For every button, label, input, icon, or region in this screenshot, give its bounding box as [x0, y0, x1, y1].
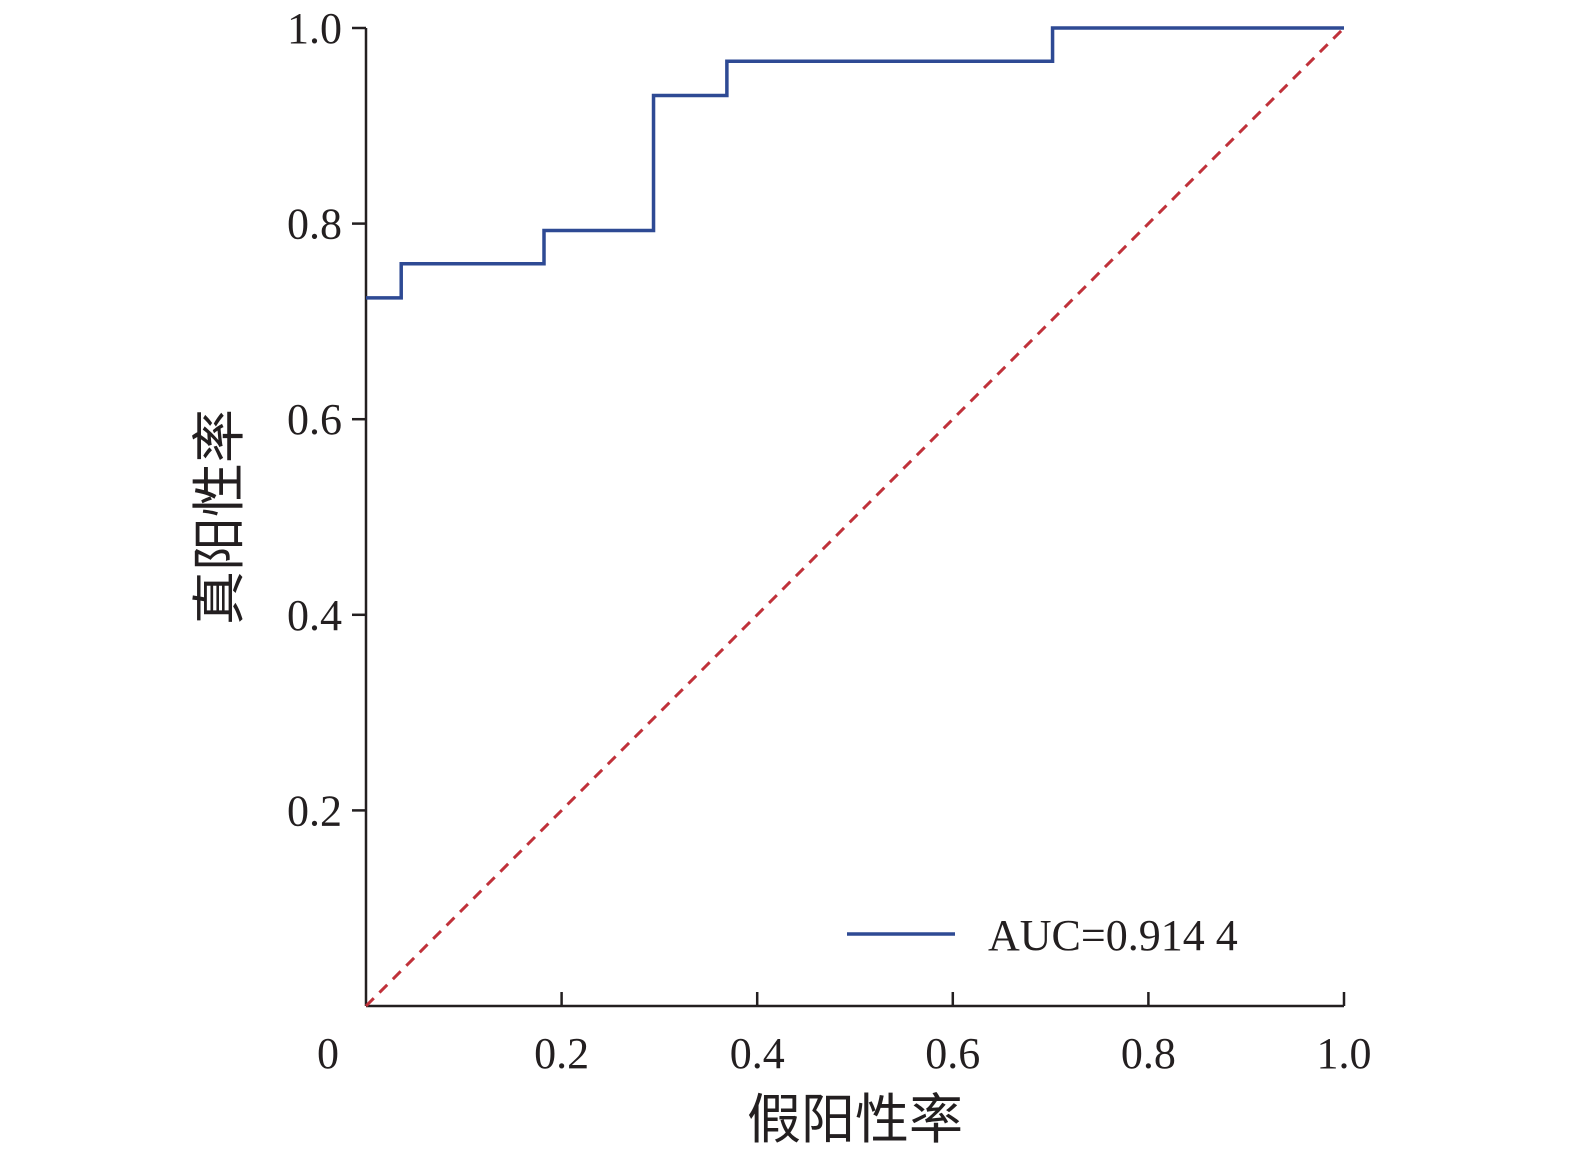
x-tick-label: 1.0 [1317, 1029, 1372, 1078]
reference-diagonal-line [364, 26, 1346, 1008]
y-axis-title: 真阳性率 [188, 409, 251, 625]
y-ticks: 0.2 0.4 0.6 0.8 1.0 [287, 4, 366, 835]
y-tick-label: 0.4 [287, 591, 342, 640]
x-tick-label: 0.6 [925, 1029, 980, 1078]
origin-label: 0 [317, 1029, 339, 1078]
series-layer [364, 26, 1346, 1008]
x-ticks: 0.2 0.4 0.6 0.8 1.0 [534, 992, 1372, 1078]
x-tick-label: 0.4 [730, 1029, 785, 1078]
legend: AUC=0.914 4 [847, 911, 1238, 960]
legend-label: AUC=0.914 4 [988, 911, 1238, 960]
y-tick-label: 1.0 [287, 4, 342, 53]
roc-curve-line [366, 26, 1344, 300]
axes [364, 28, 1344, 1008]
y-tick-label: 0.6 [287, 395, 342, 444]
x-tick-label: 0.8 [1121, 1029, 1176, 1078]
y-tick-label: 0.2 [287, 786, 342, 835]
x-tick-label: 0.2 [534, 1029, 589, 1078]
x-axis-title: 假阳性率 [747, 1088, 963, 1151]
y-tick-label: 0.8 [287, 200, 342, 249]
